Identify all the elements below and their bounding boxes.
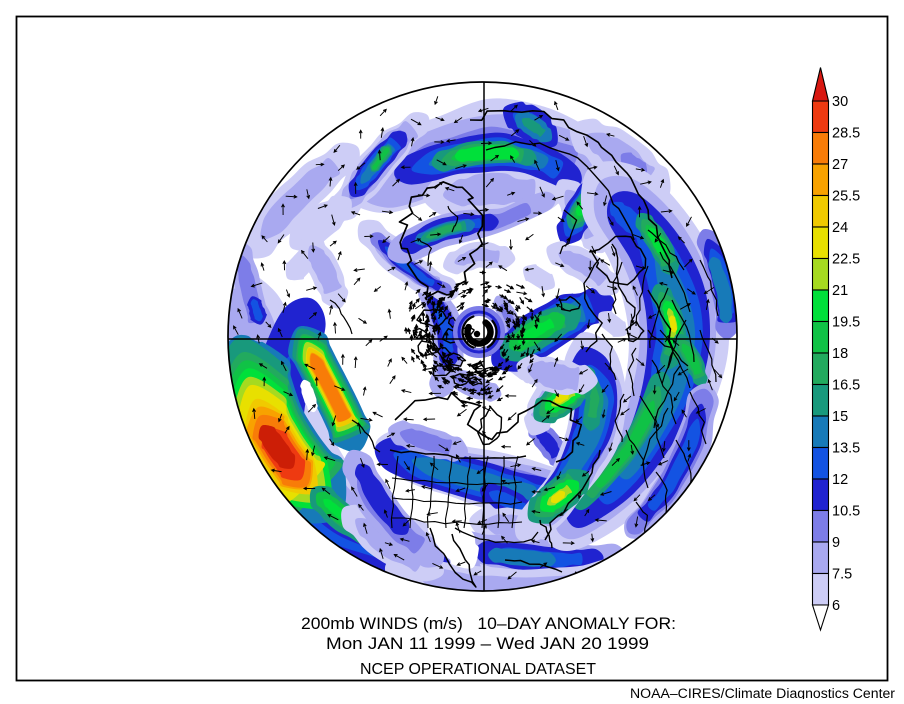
svg-text:9: 9 bbox=[832, 535, 840, 551]
svg-text:200mb WINDS (m/s) 10–DAY ANO: 200mb WINDS (m/s) 10–DAY ANOMALY FOR: bbox=[301, 615, 676, 633]
svg-text:22.5: 22.5 bbox=[832, 252, 860, 268]
svg-text:18: 18 bbox=[832, 346, 848, 362]
svg-text:27: 27 bbox=[832, 157, 848, 173]
svg-text:10.5: 10.5 bbox=[832, 504, 860, 520]
svg-text:19.5: 19.5 bbox=[832, 315, 860, 331]
svg-text:21: 21 bbox=[832, 283, 848, 299]
svg-text:NCEP OPERATIONAL DATASET: NCEP OPERATIONAL DATASET bbox=[360, 661, 597, 678]
svg-text:13.5: 13.5 bbox=[832, 441, 860, 457]
svg-text:NOAA–CIRES/Climate Diagnostics: NOAA–CIRES/Climate Diagnostics Center bbox=[630, 686, 896, 699]
svg-text:30: 30 bbox=[832, 94, 848, 110]
svg-text:16.5: 16.5 bbox=[832, 378, 860, 394]
svg-text:7.5: 7.5 bbox=[832, 567, 852, 583]
svg-text:Mon JAN 11 1999 – Wed JAN 20 1: Mon JAN 11 1999 – Wed JAN 20 1999 bbox=[326, 635, 649, 653]
svg-text:15: 15 bbox=[832, 409, 848, 425]
svg-text:28.5: 28.5 bbox=[832, 126, 860, 142]
svg-text:24: 24 bbox=[832, 220, 848, 236]
svg-text:6: 6 bbox=[832, 598, 840, 614]
svg-text:25.5: 25.5 bbox=[832, 189, 860, 205]
svg-text:12: 12 bbox=[832, 472, 848, 488]
